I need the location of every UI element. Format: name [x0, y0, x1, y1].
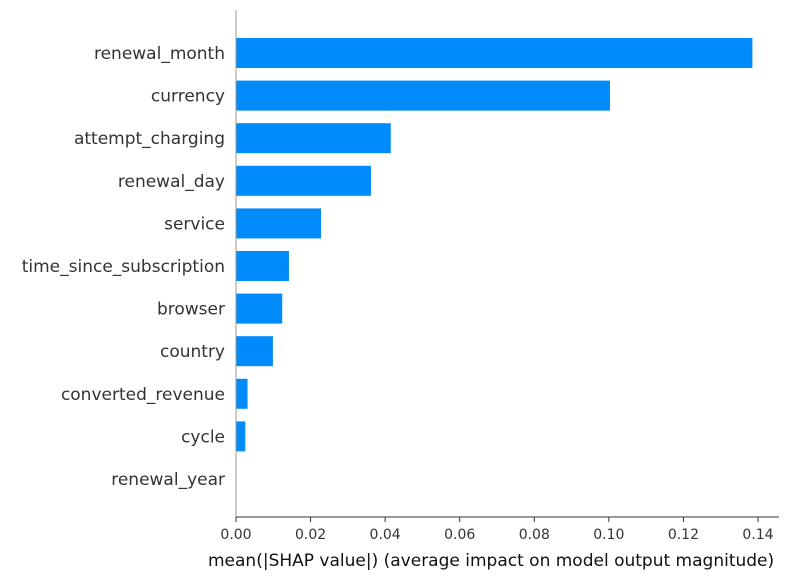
bar-country: [236, 336, 273, 367]
x-tick-label: 0.14: [742, 527, 773, 543]
y-tick-label: renewal_year: [111, 470, 225, 490]
y-tick-label: renewal_day: [118, 172, 225, 192]
bar-service: [236, 208, 322, 239]
y-tick-label: attempt_charging: [74, 129, 225, 149]
bar-renewal-day: [236, 165, 371, 196]
bar-attempt-charging: [236, 123, 391, 154]
bar-renewal-month: [236, 38, 753, 68]
y-tick-label: converted_revenue: [61, 385, 225, 405]
x-tick-label: 0.08: [519, 527, 550, 543]
x-tick-label: 0.12: [668, 527, 699, 543]
bar-time-since-subscription: [236, 251, 289, 281]
y-tick-label: cycle: [181, 427, 225, 447]
bar-browser: [236, 293, 283, 324]
y-tick-label: service: [164, 214, 225, 234]
y-tick-label: renewal_month: [94, 44, 225, 64]
y-tick-label: browser: [157, 300, 225, 320]
x-tick-label: 0.00: [220, 527, 251, 543]
y-tick-label: time_since_subscription: [22, 257, 225, 277]
bar-cycle: [236, 421, 246, 452]
x-tick-label: 0.10: [593, 527, 624, 543]
bar-converted-revenue: [236, 378, 248, 409]
bar-currency: [236, 80, 610, 111]
x-tick-label: 0.02: [295, 527, 326, 543]
x-tick-label: 0.04: [370, 527, 401, 543]
y-tick-label-group: renewal_month currency attempt_chargingren…: [22, 44, 225, 490]
y-tick-label: country: [160, 342, 225, 362]
y-tick-label: currency: [151, 87, 225, 107]
x-tick-group: 0.00 0.02 0.04 0.06 0.08 0.10 0.12 0.14: [220, 517, 774, 543]
x-tick-label: 0.06: [444, 527, 475, 543]
bar-group: [236, 38, 753, 452]
x-axis-title: mean(|SHAP value|) (average impact on mo…: [208, 551, 774, 571]
